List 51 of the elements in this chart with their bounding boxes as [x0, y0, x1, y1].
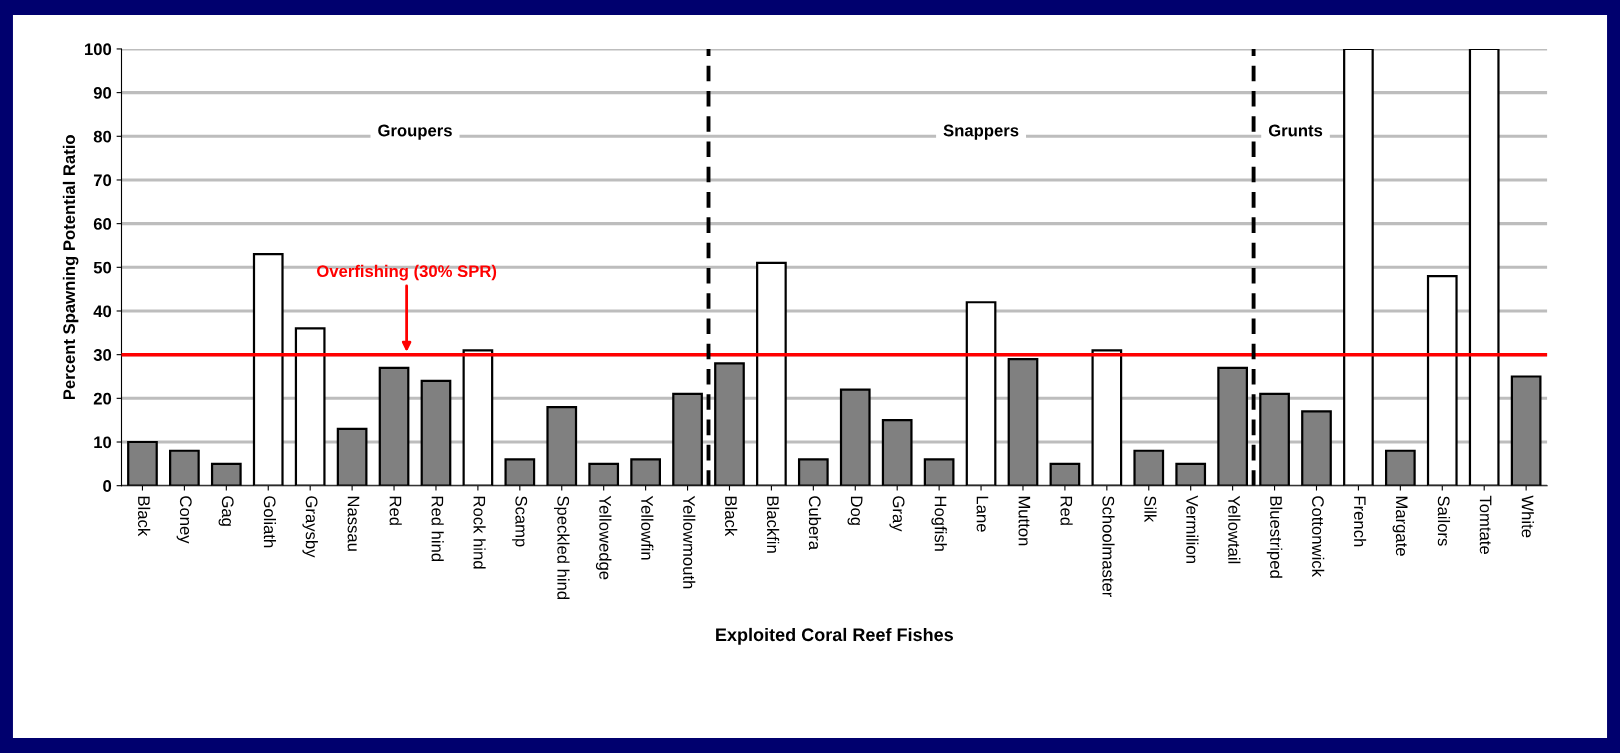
x-tick-label: Gray [889, 496, 905, 532]
x-tick-label: French [1353, 496, 1367, 547]
x-tick-label: Mutton [1018, 496, 1031, 546]
x-tick-label: Nassau [347, 496, 360, 551]
y-tick-label: 20 [93, 392, 112, 405]
x-tick-label: Cubera [808, 496, 822, 551]
y-tick-label: 90 [93, 87, 112, 99]
x-tick-label: Goliath [263, 496, 277, 548]
x-tick-label: Speckled hind [553, 496, 570, 600]
x-tick-label: Yellowfin [641, 495, 654, 560]
y-tick-label: 30 [93, 349, 112, 361]
x-tick-label: Yellowtail [1228, 495, 1241, 564]
x-tick-label: Sailors [1437, 496, 1451, 546]
y-tick-label: 10 [94, 436, 112, 449]
y-tick-label: 40 [93, 305, 112, 318]
x-tick-label: Tomtate [1479, 495, 1492, 554]
x-tick-label: Red hind [431, 496, 444, 562]
x-tick-label: Gag [218, 496, 234, 526]
x-tick-label: Scamp [512, 496, 528, 547]
x-tick-label: Yellowmouth [683, 495, 696, 589]
x-tick-label: Coney [176, 496, 192, 544]
y-tick-label: 60 [93, 218, 112, 230]
y-tick-label: 70 [93, 174, 112, 187]
x-tick-label: White [1521, 495, 1534, 538]
x-tick-label: Vermilion [1186, 495, 1199, 563]
ref-line-label: Overfishing (30% SPR) [317, 264, 497, 281]
x-tick-label: Yellowedge [595, 495, 612, 580]
x-tick-label: Lane [976, 496, 989, 532]
x-tick-label: Silk [1144, 496, 1157, 523]
x-tick-label: Dog [847, 496, 863, 525]
x-tick-label: Black [137, 496, 151, 537]
x-tick-label: Bluestriped [1266, 496, 1283, 578]
annotation: Grunts [1268, 124, 1323, 137]
x-tick-label: Schoolmaster [1102, 496, 1115, 598]
x-tick-label: Blackfin [766, 496, 780, 553]
y-tick-label: 100 [85, 43, 112, 56]
annotation: Snappers [943, 124, 1019, 140]
x-tick-label: Black [725, 496, 738, 537]
x-axis-title: Exploited Coral Reef Fishes [716, 627, 953, 645]
annotation: Groupers [378, 124, 452, 140]
x-tick-label: Margate [1392, 496, 1408, 556]
y-tick-label: 0 [103, 480, 112, 492]
y-tick-label: 50 [93, 261, 112, 274]
x-tick-label: Graysby [302, 496, 318, 558]
x-tick-label: Red [1060, 496, 1073, 525]
x-tick-label: Rock hind [473, 496, 486, 569]
y-axis-title: Percent Spawning Potential Ratio [62, 135, 79, 400]
x-tick-label: Cottonwick [1312, 496, 1325, 577]
y-tick-label: 80 [93, 130, 112, 143]
x-tick-label: Red [389, 496, 402, 525]
x-tick-label: Hogfish [931, 496, 947, 551]
